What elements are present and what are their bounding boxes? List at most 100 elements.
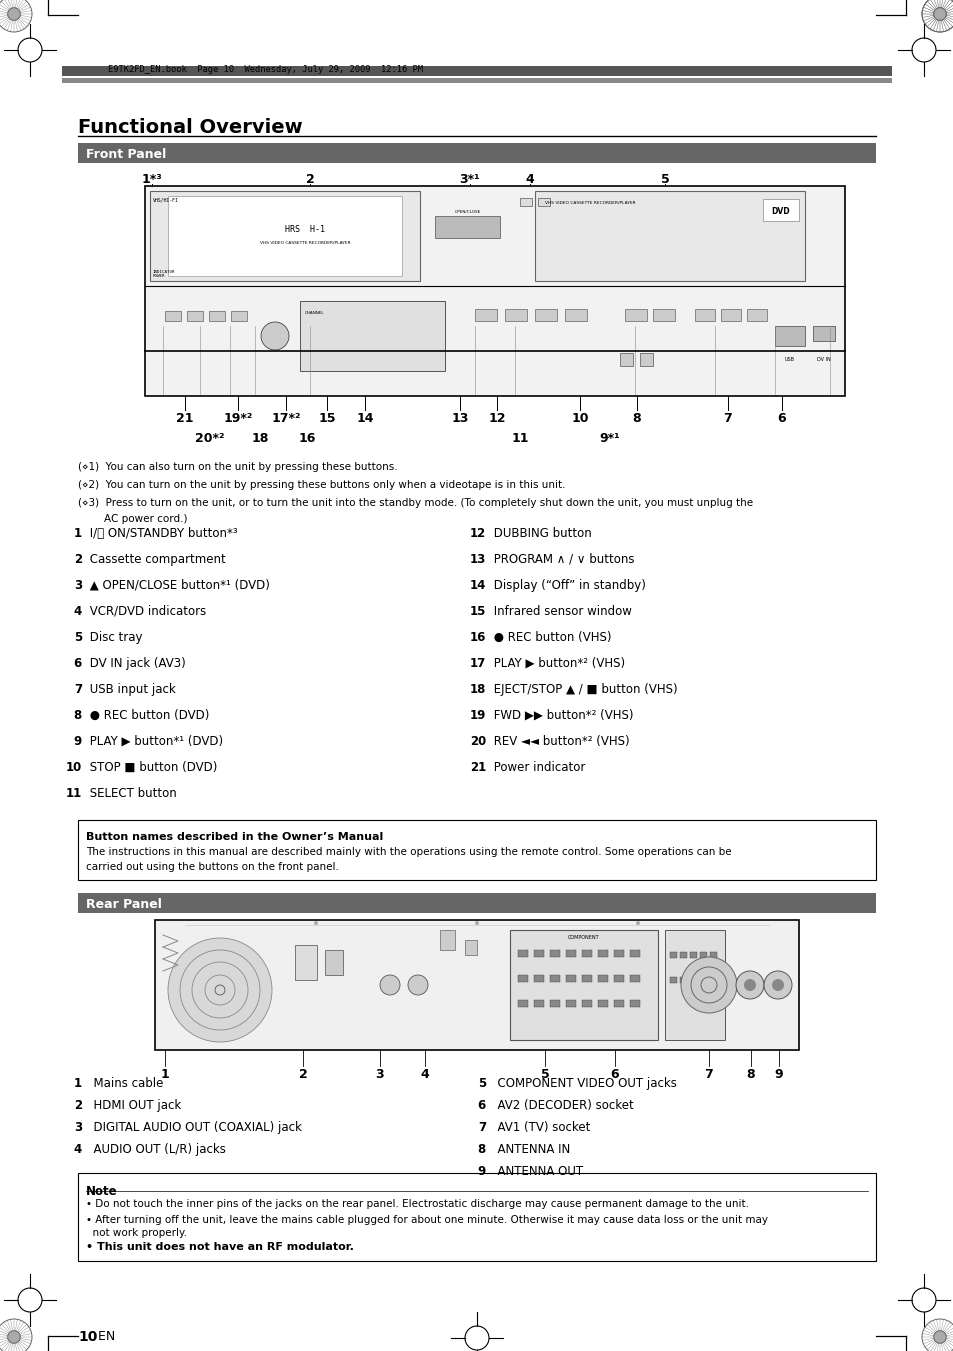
Text: 19*²: 19*² bbox=[223, 412, 253, 426]
Text: Rear Panel: Rear Panel bbox=[86, 897, 162, 911]
Text: DV IN jack (AV3): DV IN jack (AV3) bbox=[86, 657, 186, 670]
Circle shape bbox=[314, 921, 317, 925]
Bar bbox=[535, 309, 557, 322]
Text: COMPONENT VIDEO OUT jacks: COMPONENT VIDEO OUT jacks bbox=[490, 1077, 677, 1090]
Text: 1: 1 bbox=[73, 1077, 82, 1090]
Bar bbox=[812, 326, 834, 340]
Bar bbox=[614, 1000, 623, 1006]
Bar bbox=[475, 309, 497, 322]
Bar bbox=[581, 975, 592, 982]
Bar bbox=[519, 199, 532, 205]
Text: 15: 15 bbox=[318, 412, 335, 426]
Text: • Do not touch the inner pins of the jacks on the rear panel. Electrostatic disc: • Do not touch the inner pins of the jac… bbox=[86, 1198, 748, 1209]
Text: DIGITAL AUDIO OUT (COAXIAL) jack: DIGITAL AUDIO OUT (COAXIAL) jack bbox=[86, 1121, 301, 1133]
Bar bbox=[619, 353, 633, 366]
Text: USB input jack: USB input jack bbox=[86, 684, 175, 696]
Circle shape bbox=[408, 975, 428, 994]
Bar bbox=[774, 326, 804, 346]
Text: PLAY ▶ button*¹ (DVD): PLAY ▶ button*¹ (DVD) bbox=[86, 735, 223, 748]
Bar bbox=[669, 977, 677, 984]
Text: 4: 4 bbox=[525, 173, 534, 186]
Text: 17*²: 17*² bbox=[271, 412, 300, 426]
Bar bbox=[639, 353, 652, 366]
Text: 6: 6 bbox=[73, 657, 82, 670]
Text: 16: 16 bbox=[469, 631, 485, 644]
Bar bbox=[150, 190, 419, 281]
Circle shape bbox=[763, 971, 791, 998]
Bar bbox=[78, 893, 875, 913]
Circle shape bbox=[743, 979, 755, 992]
Text: 7: 7 bbox=[73, 684, 82, 696]
Text: 6: 6 bbox=[777, 412, 785, 426]
Bar bbox=[517, 975, 527, 982]
Text: 13: 13 bbox=[469, 553, 485, 566]
Text: 9: 9 bbox=[73, 735, 82, 748]
Text: ● REC button (VHS): ● REC button (VHS) bbox=[490, 631, 611, 644]
Text: Disc tray: Disc tray bbox=[86, 631, 142, 644]
Bar bbox=[709, 977, 717, 984]
Bar bbox=[534, 1000, 543, 1006]
Bar bbox=[534, 975, 543, 982]
Bar bbox=[534, 950, 543, 957]
Text: VCR/DVD indicators: VCR/DVD indicators bbox=[86, 605, 206, 617]
Text: not work properly.: not work properly. bbox=[86, 1228, 187, 1238]
Text: 1: 1 bbox=[160, 1069, 170, 1081]
Circle shape bbox=[475, 921, 478, 925]
Text: 16: 16 bbox=[298, 432, 315, 444]
Bar bbox=[700, 952, 706, 958]
Bar bbox=[154, 920, 799, 1050]
Text: 1: 1 bbox=[73, 527, 82, 540]
Bar bbox=[720, 309, 740, 322]
Text: Note: Note bbox=[86, 1185, 117, 1198]
Text: Mains cable: Mains cable bbox=[86, 1077, 163, 1090]
Bar bbox=[709, 952, 717, 958]
Text: I/⏻ ON/STANDBY button*³: I/⏻ ON/STANDBY button*³ bbox=[86, 527, 237, 540]
Text: 11: 11 bbox=[511, 432, 528, 444]
Text: 5: 5 bbox=[73, 631, 82, 644]
Bar bbox=[231, 311, 247, 322]
Text: (⋄2)  You can turn on the unit by pressing these buttons only when a videotape i: (⋄2) You can turn on the unit by pressin… bbox=[78, 480, 565, 490]
Text: 8: 8 bbox=[746, 1069, 755, 1081]
Bar bbox=[614, 950, 623, 957]
Bar bbox=[165, 311, 181, 322]
Bar bbox=[550, 975, 559, 982]
Circle shape bbox=[261, 322, 289, 350]
Bar bbox=[187, 311, 203, 322]
Bar bbox=[294, 944, 316, 979]
Text: 4: 4 bbox=[73, 1143, 82, 1156]
Bar bbox=[565, 950, 576, 957]
Bar bbox=[550, 950, 559, 957]
Text: ● REC button (DVD): ● REC button (DVD) bbox=[86, 709, 209, 721]
Text: 20: 20 bbox=[469, 735, 485, 748]
Text: STOP ■ button (DVD): STOP ■ button (DVD) bbox=[86, 761, 217, 774]
Circle shape bbox=[379, 975, 399, 994]
Text: VHS VIDEO CASSETTE RECORDER/PLAYER: VHS VIDEO CASSETTE RECORDER/PLAYER bbox=[544, 201, 635, 205]
Text: FWD ▶▶ button*² (VHS): FWD ▶▶ button*² (VHS) bbox=[490, 709, 633, 721]
Bar bbox=[439, 929, 455, 950]
Bar bbox=[629, 1000, 639, 1006]
Text: The instructions in this manual are described mainly with the operations using t: The instructions in this manual are desc… bbox=[86, 847, 731, 857]
Bar bbox=[564, 309, 586, 322]
Bar bbox=[598, 950, 607, 957]
Text: 8: 8 bbox=[632, 412, 640, 426]
Circle shape bbox=[680, 957, 737, 1013]
Text: 9: 9 bbox=[774, 1069, 782, 1081]
Bar bbox=[62, 66, 891, 76]
Text: AV1 (TV) socket: AV1 (TV) socket bbox=[490, 1121, 590, 1133]
Text: 4: 4 bbox=[73, 605, 82, 617]
Text: 2: 2 bbox=[305, 173, 314, 186]
Text: (⋄3)  Press to turn on the unit, or to turn the unit into the standby mode. (To : (⋄3) Press to turn on the unit, or to tu… bbox=[78, 499, 752, 508]
Text: 21: 21 bbox=[469, 761, 485, 774]
Text: • This unit does not have an RF modulator.: • This unit does not have an RF modulato… bbox=[86, 1242, 354, 1252]
Text: 18: 18 bbox=[469, 684, 485, 696]
Text: HRS  H-1: HRS H-1 bbox=[285, 224, 325, 234]
Bar bbox=[746, 309, 766, 322]
Text: 5: 5 bbox=[540, 1069, 549, 1081]
Text: REV ◄◄ button*² (VHS): REV ◄◄ button*² (VHS) bbox=[490, 735, 629, 748]
Bar bbox=[517, 950, 527, 957]
Bar bbox=[669, 952, 677, 958]
Text: Functional Overview: Functional Overview bbox=[78, 118, 302, 136]
Circle shape bbox=[8, 8, 20, 20]
Text: VHS VIDEO CASSETTE RECORDER/PLAYER: VHS VIDEO CASSETTE RECORDER/PLAYER bbox=[259, 240, 350, 245]
Bar bbox=[145, 186, 844, 396]
